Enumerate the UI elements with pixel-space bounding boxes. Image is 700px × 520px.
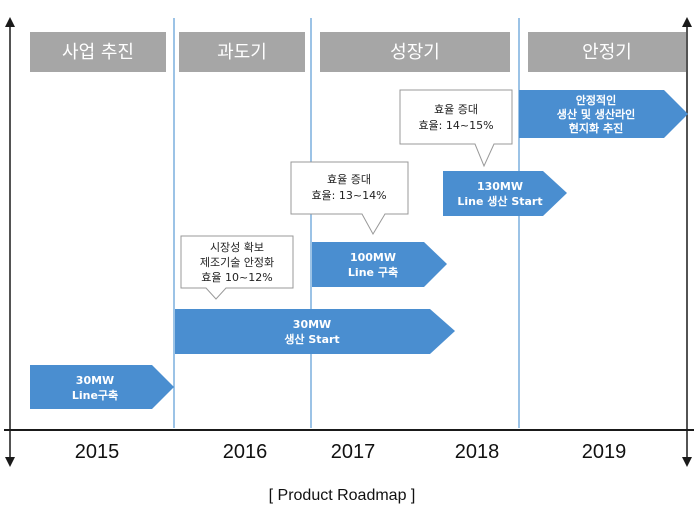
year-label-2018: 2018 [455,441,500,463]
milestone-5-line2: 생산 및 생산라인 [557,107,636,121]
milestone-arrow-1: 30MW Line구축 [30,365,174,409]
milestone-arrow-2: 30MW 생산 Start [175,309,455,354]
milestone-5-line3: 현지화 추진 [569,121,623,135]
phase-header-2: 과도기 [179,32,305,72]
diagram-caption: [ Product Roadmap ] [269,487,416,504]
milestone-1-line1: 30MW [76,374,114,387]
phase-header-3: 성장기 [320,32,510,72]
callout-3: 효율 증대 효율: 14~15% [399,89,513,168]
year-label-2015: 2015 [75,441,120,463]
milestone-4-line2: Line 생산 Start [457,194,542,208]
phase-label-2: 과도기 [217,42,267,63]
milestone-2-line2: 생산 Start [284,332,339,346]
callout-1-line1: 시장성 확보 [210,241,264,254]
phase-label-1: 사업 추진 [62,42,134,63]
milestone-4-line1: 130MW [477,180,523,193]
milestone-3-line1: 100MW [350,251,396,264]
milestone-1-line2: Line구축 [72,388,118,402]
milestone-arrow-3: 100MW Line 구축 [312,242,447,287]
callout-2-line2: 효율: 13~14% [311,189,386,202]
callout-1-line3: 효율 10~12% [201,271,272,284]
callout-3-line2: 효율: 14~15% [418,119,493,132]
callout-2: 효율 증대 효율: 13~14% [290,161,409,236]
milestone-5-line1: 안정적인 [576,93,616,107]
phase-header-1: 사업 추진 [30,32,166,72]
phase-label-3: 성장기 [390,42,440,63]
callout-2-line1: 효율 증대 [327,173,371,186]
year-label-2016: 2016 [223,441,268,463]
callout-1: 시장성 확보 제조기술 안정화 효율 10~12% [180,235,294,300]
callout-1-line2: 제조기술 안정화 [200,256,274,269]
year-label-2017: 2017 [331,441,376,463]
milestone-2-line1: 30MW [293,318,331,331]
milestone-arrow-4: 130MW Line 생산 Start [443,171,567,216]
year-label-2019: 2019 [582,441,627,463]
callout-3-line1: 효율 증대 [434,103,478,116]
phase-label-4: 안정기 [582,42,632,63]
milestone-arrow-5: 안정적인 생산 및 생산라인 현지화 추진 [519,90,688,138]
phase-header-4: 안정기 [528,32,686,72]
milestone-3-line2: Line 구축 [348,265,398,279]
